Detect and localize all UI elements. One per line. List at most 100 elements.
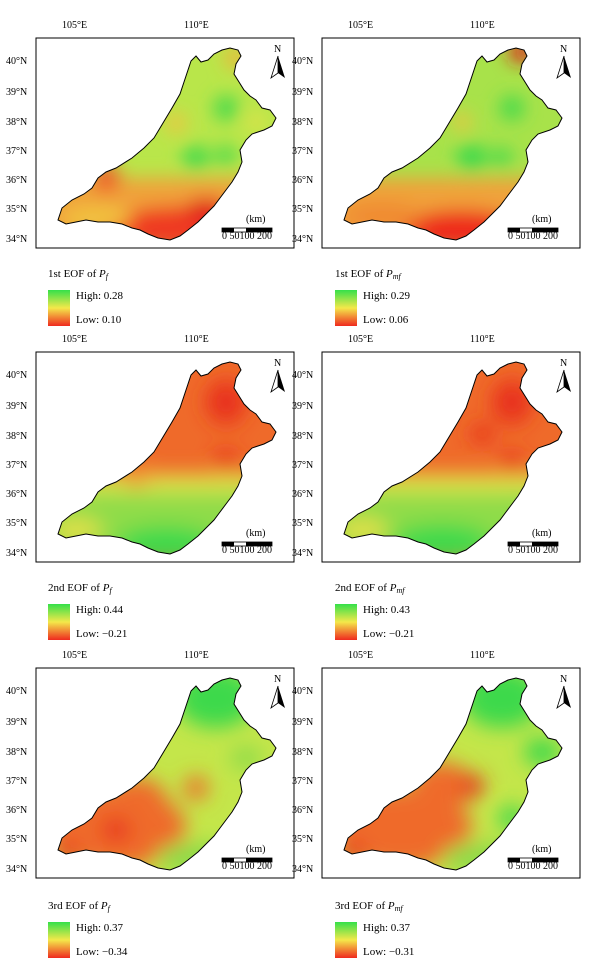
north-label: N	[560, 44, 568, 55]
lat-label-35: 35°N	[292, 518, 314, 529]
lat-label-36: 36°N	[6, 805, 28, 816]
lat-label-35: 35°N	[6, 834, 28, 845]
scale-ticks-label: 0 50100 200	[222, 545, 272, 556]
map-panel-3: 105°E 110°E 40°N 39°N 38°N 37°N 36°N 35°…	[6, 334, 295, 563]
map-panel-5: 105°E 110°E 40°N 39°N 38°N 37°N 36°N 35°…	[6, 650, 295, 879]
scale-ticks-label: 0 50100 200	[222, 231, 272, 242]
legend-2: 1st EOF of Pmf High: 0.29 Low: 0.06	[335, 268, 585, 338]
lon-label-105: 105°E	[348, 334, 374, 345]
legend-high-value: High: 0.37	[363, 922, 411, 934]
north-label: N	[274, 674, 282, 685]
lat-label-38: 38°N	[6, 117, 28, 128]
legend-title: 1st EOF of Pf	[48, 268, 108, 281]
region-outline	[57, 361, 277, 555]
lat-label-36: 36°N	[292, 489, 314, 500]
lat-label-40: 40°N	[292, 686, 314, 697]
legend-low-value: Low: −0.21	[363, 628, 415, 640]
map-frame-1	[35, 37, 295, 249]
lat-label-39: 39°N	[6, 401, 28, 412]
map-panel-1: 105°E 110°E 40°N 39°N 38°N 37°N 36°N 35°…	[6, 20, 295, 249]
scale-bar	[507, 541, 559, 547]
lon-label-110: 110°E	[184, 20, 209, 31]
legend-high-value: High: 0.43	[363, 604, 411, 616]
lat-label-35: 35°N	[292, 204, 314, 215]
north-label: N	[274, 358, 282, 369]
legend-color-ramp	[335, 922, 357, 958]
lat-label-39: 39°N	[292, 401, 314, 412]
lat-label-40: 40°N	[6, 370, 28, 381]
map-panel-4: 105°E 110°E 40°N 39°N 38°N 37°N 36°N 35°…	[292, 334, 581, 563]
legend-high-value: High: 0.44	[76, 604, 124, 616]
scale-bar	[507, 857, 559, 863]
map-frame-2	[321, 37, 581, 249]
north-label: N	[560, 674, 568, 685]
legend-high-value: High: 0.37	[76, 922, 124, 934]
scale-unit-label: (km)	[246, 214, 266, 225]
lat-label-37: 37°N	[292, 146, 314, 157]
lat-label-38: 38°N	[6, 431, 28, 442]
north-arrow-icon	[270, 369, 285, 394]
lat-label-34: 34°N	[6, 548, 28, 559]
lat-label-35: 35°N	[292, 834, 314, 845]
north-arrow-icon	[556, 55, 571, 80]
scale-unit-label: (km)	[246, 844, 266, 855]
legend-title: 2nd EOF of Pmf	[335, 582, 405, 595]
legend-color-ramp	[48, 290, 70, 326]
lat-label-34: 34°N	[6, 864, 28, 875]
region-outline	[343, 361, 563, 555]
lat-label-36: 36°N	[292, 175, 314, 186]
lat-label-35: 35°N	[6, 518, 28, 529]
lat-label-38: 38°N	[6, 747, 28, 758]
lat-label-37: 37°N	[292, 776, 314, 787]
lat-label-37: 37°N	[6, 460, 28, 471]
legend-6: 3rd EOF of Pmf High: 0.37 Low: −0.31	[335, 900, 585, 970]
legend-3: 2nd EOF of Pf High: 0.44 Low: −0.21	[48, 582, 298, 652]
scale-ticks-label: 0 50100 200	[508, 545, 558, 556]
north-label: N	[274, 44, 282, 55]
lon-label-110: 110°E	[184, 650, 209, 661]
map-panel-6: 105°E 110°E 40°N 39°N 38°N 37°N 36°N 35°…	[292, 650, 581, 879]
legend-5: 3rd EOF of Pf High: 0.37 Low: −0.34	[48, 900, 298, 970]
legend-4: 2nd EOF of Pmf High: 0.43 Low: −0.21	[335, 582, 585, 652]
scale-bar	[221, 227, 273, 233]
lat-label-37: 37°N	[6, 776, 28, 787]
region-outline	[57, 47, 277, 241]
lon-label-110: 110°E	[470, 334, 495, 345]
lon-label-110: 110°E	[470, 650, 495, 661]
lat-label-34: 34°N	[292, 234, 314, 245]
lat-label-39: 39°N	[6, 87, 28, 98]
lat-label-37: 37°N	[6, 146, 28, 157]
lon-label-110: 110°E	[470, 20, 495, 31]
legend-title: 2nd EOF of Pf	[48, 582, 112, 595]
lat-label-39: 39°N	[292, 717, 314, 728]
scale-bar	[221, 857, 273, 863]
lon-label-105: 105°E	[348, 650, 374, 661]
lat-label-40: 40°N	[292, 56, 314, 67]
legend-title: 1st EOF of Pmf	[335, 268, 401, 281]
north-arrow-icon	[270, 55, 285, 80]
map-panel-2: 105°E 110°E 40°N 39°N 38°N 37°N 36°N 35°…	[292, 20, 581, 249]
legend-low-value: Low: −0.31	[363, 946, 415, 958]
map-frame-5	[35, 667, 295, 879]
scale-ticks-label: 0 50100 200	[508, 861, 558, 872]
lon-label-105: 105°E	[348, 20, 374, 31]
lon-label-105: 105°E	[62, 20, 88, 31]
scale-ticks-label: 0 50100 200	[222, 861, 272, 872]
lon-label-105: 105°E	[62, 334, 88, 345]
scale-unit-label: (km)	[532, 528, 552, 539]
map-frame-4	[321, 351, 581, 563]
lat-label-37: 37°N	[292, 460, 314, 471]
north-label: N	[560, 358, 568, 369]
lon-label-110: 110°E	[184, 334, 209, 345]
lat-label-34: 34°N	[292, 548, 314, 559]
legend-low-value: Low: −0.21	[76, 628, 128, 640]
lat-label-39: 39°N	[6, 717, 28, 728]
north-arrow-icon	[270, 685, 285, 710]
map-frame-6	[321, 667, 581, 879]
lat-label-35: 35°N	[6, 204, 28, 215]
region-outline	[343, 677, 563, 871]
scale-unit-label: (km)	[532, 214, 552, 225]
legend-color-ramp	[335, 604, 357, 640]
legend-high-value: High: 0.29	[363, 290, 411, 302]
legend-low-value: Low: 0.10	[76, 314, 122, 326]
